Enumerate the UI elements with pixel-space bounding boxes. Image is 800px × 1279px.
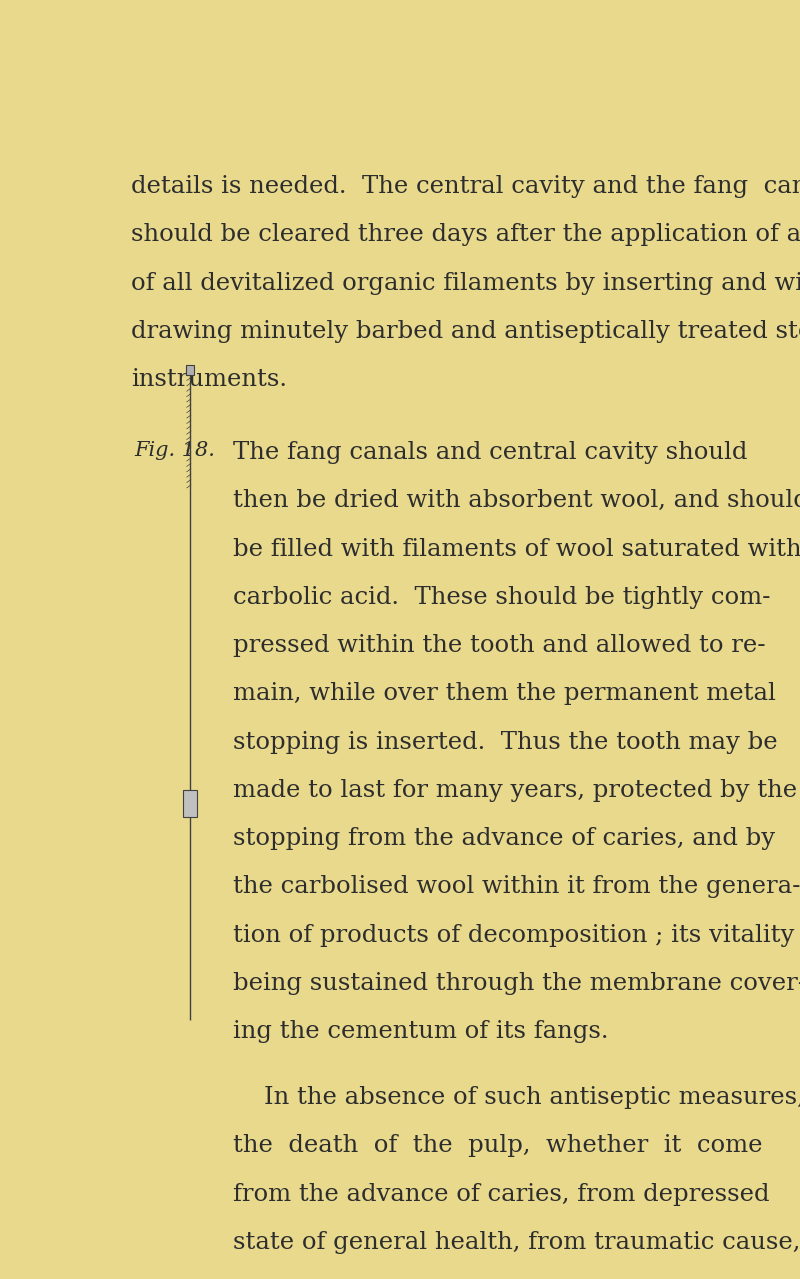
Text: of all devitalized organic filaments by inserting and with-: of all devitalized organic filaments by … [131, 271, 800, 294]
Text: from the advance of caries, from depressed: from the advance of caries, from depress… [234, 1183, 770, 1206]
Bar [186, 366, 194, 375]
Text: be filled with filaments of wool saturated with: be filled with filaments of wool saturat… [234, 537, 800, 560]
Text: The fang canals and central cavity should: The fang canals and central cavity shoul… [234, 441, 748, 464]
Text: In the absence of such antiseptic measures,: In the absence of such antiseptic measur… [234, 1086, 800, 1109]
Text: the  death  of  the  pulp,  whether  it  come: the death of the pulp, whether it come [234, 1134, 763, 1157]
Text: state of general health, from traumatic cause,: state of general health, from traumatic … [234, 1230, 800, 1253]
Text: drawing minutely barbed and antiseptically treated steel: drawing minutely barbed and antiseptical… [131, 320, 800, 343]
Text: the carbolised wool within it from the genera-: the carbolised wool within it from the g… [234, 875, 800, 898]
Text: pressed within the tooth and allowed to re-: pressed within the tooth and allowed to … [234, 634, 766, 657]
Text: should be cleared three days after the application of arsenic: should be cleared three days after the a… [131, 224, 800, 247]
Text: being sustained through the membrane cover-: being sustained through the membrane cov… [234, 972, 800, 995]
Text: instruments.: instruments. [131, 368, 287, 391]
Text: tion of products of decomposition ; its vitality: tion of products of decomposition ; its … [234, 923, 794, 946]
Text: stopping from the advance of caries, and by: stopping from the advance of caries, and… [234, 828, 775, 851]
Text: details is needed.  The central cavity and the fang  canals: details is needed. The central cavity an… [131, 175, 800, 198]
Text: main, while over them the permanent metal: main, while over them the permanent meta… [234, 682, 776, 705]
Text: ing the cementum of its fangs.: ing the cementum of its fangs. [234, 1021, 609, 1044]
Text: carbolic acid.  These should be tightly com-: carbolic acid. These should be tightly c… [234, 586, 770, 609]
Text: made to last for many years, protected by the: made to last for many years, protected b… [234, 779, 798, 802]
Bar [183, 789, 197, 817]
Text: Fig. 18.: Fig. 18. [134, 441, 215, 460]
Text: then be dried with absorbent wool, and should: then be dried with absorbent wool, and s… [234, 490, 800, 513]
Text: stopping is inserted.  Thus the tooth may be: stopping is inserted. Thus the tooth may… [234, 730, 778, 753]
